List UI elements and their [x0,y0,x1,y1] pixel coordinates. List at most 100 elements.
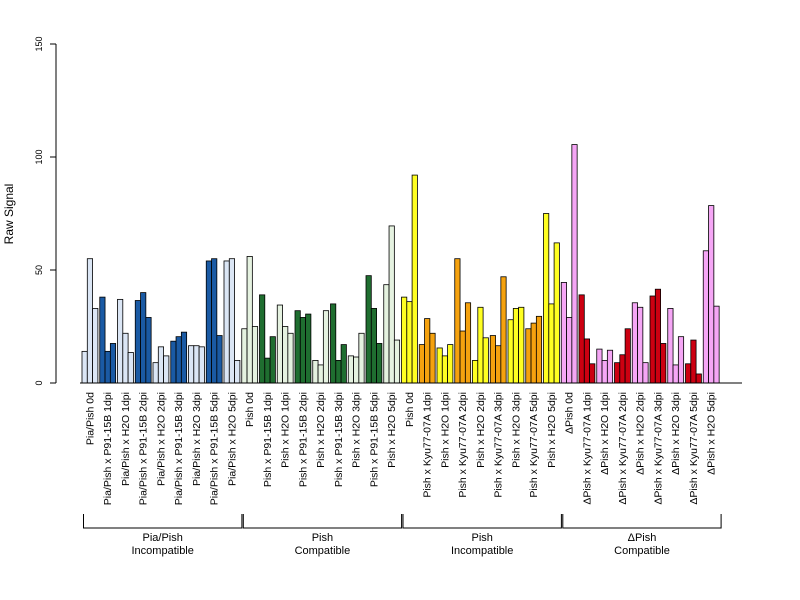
bar [685,363,692,384]
x-tick-label: Pish x P91-15B 3dpi [333,392,345,487]
bar [424,318,431,384]
bar [601,359,608,384]
bar [637,306,644,384]
group-label-line1: Pia/Pish [143,532,183,544]
x-tick-label: Pish x Kyu77-07A 2dpi [457,392,469,498]
bar [436,347,443,384]
x-tick-label: ΔPish x Kyu77-07A 5dpi [688,392,700,505]
x-tick-label: Pish x Kyu77-07A 3dpi [493,392,505,498]
bar [376,343,383,384]
bar [157,346,165,384]
bar [406,301,413,384]
bar [175,336,182,384]
bar [109,343,117,384]
bar [228,258,236,384]
x-tick-label: Pish x H2O 1dpi [439,392,451,468]
bar [322,310,330,384]
bar [507,319,514,384]
bar [583,338,590,384]
x-tick-label: ΔPish x H2O 3dpi [670,392,682,475]
bar [560,282,567,384]
bar [180,331,188,384]
group-bracket [562,514,722,529]
bar [241,328,248,384]
group-label-line1: Pish [471,532,492,544]
bar [317,364,324,384]
bar [535,315,543,384]
bar [525,328,532,384]
bar [624,328,631,384]
bar [234,359,241,384]
group-label-line1: ΔPish [628,532,657,544]
bar [454,258,461,384]
bar [81,350,88,384]
x-tick-label: Pia/Pish x H2O 1dpi [120,392,132,486]
bar [216,335,223,384]
group-label-line2: Incompatible [451,545,513,557]
group-brackets: Pia/PishIncompatiblePishCompatiblePishIn… [83,514,722,557]
bar [122,332,129,384]
bar [388,225,395,384]
x-tick-label: Pish 0d [404,392,416,427]
bar [401,296,408,384]
bar [482,337,489,384]
y-tick-label: 150 [34,36,44,51]
bar [92,308,99,384]
bar [708,205,715,384]
x-tick-label: ΔPish x H2O 5dpi [706,392,718,475]
bar [553,242,560,384]
x-tick-label: Pish x H2O 2dpi [315,392,327,468]
bar [464,302,472,384]
bar [340,344,347,384]
y-axis: 0 50 100 150 [34,36,57,386]
bar [571,144,578,384]
x-tick-label: Pish x H2O 3dpi [351,392,363,468]
bar [660,343,667,384]
bar [276,304,283,384]
x-tick-label: Pia/Pish x H2O 5dpi [226,392,238,486]
bar [566,317,573,384]
group-bracket [242,514,403,529]
bar [259,294,266,384]
bar [667,308,674,384]
bar [548,303,555,384]
bar [472,359,479,384]
bar [393,339,401,384]
x-tick-label: Pish x Kyu77-07A 5dpi [528,392,540,498]
y-tick-label: 100 [34,149,44,164]
x-tick-label: ΔPish x H2O 2dpi [635,392,647,475]
bar [312,359,319,384]
bar [358,332,365,384]
y-axis-label: Raw Signal [2,184,16,245]
bar [152,362,159,384]
group-label-line2: Incompatible [132,545,194,557]
bar [86,258,94,384]
bar [104,350,111,384]
bar [335,359,342,384]
group-label-line2: Compatible [614,545,670,557]
group-label-line1: Pish [312,532,333,544]
x-tick-label: Pish x P91-15B 2dpi [297,392,309,487]
bar [530,322,537,384]
bar [170,340,177,384]
bar [287,332,294,384]
bar [649,295,656,384]
bar [211,258,218,384]
x-tick-label: Pish x P91-15B 1dpi [262,392,274,487]
bar [690,339,697,384]
bar [223,260,230,384]
bar [441,355,448,384]
x-tick-label: Pia/Pish 0d [84,392,96,445]
bar [606,349,614,384]
bar [543,213,550,384]
bar [589,363,596,384]
bar [99,296,106,384]
bar [447,344,454,384]
bar [282,326,289,384]
bar [578,294,585,384]
bar [299,317,306,384]
bar [518,306,525,384]
bar [264,357,271,384]
bar [140,292,147,384]
